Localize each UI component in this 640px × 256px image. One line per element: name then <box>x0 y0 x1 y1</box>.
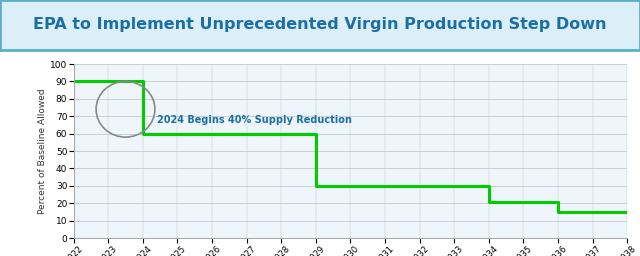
Text: EPA to Implement Unprecedented Virgin Production Step Down: EPA to Implement Unprecedented Virgin Pr… <box>33 17 607 33</box>
Y-axis label: Percent of Baseline Allowed: Percent of Baseline Allowed <box>38 88 47 214</box>
Text: 2024 Begins 40% Supply Reduction: 2024 Begins 40% Supply Reduction <box>157 115 351 125</box>
